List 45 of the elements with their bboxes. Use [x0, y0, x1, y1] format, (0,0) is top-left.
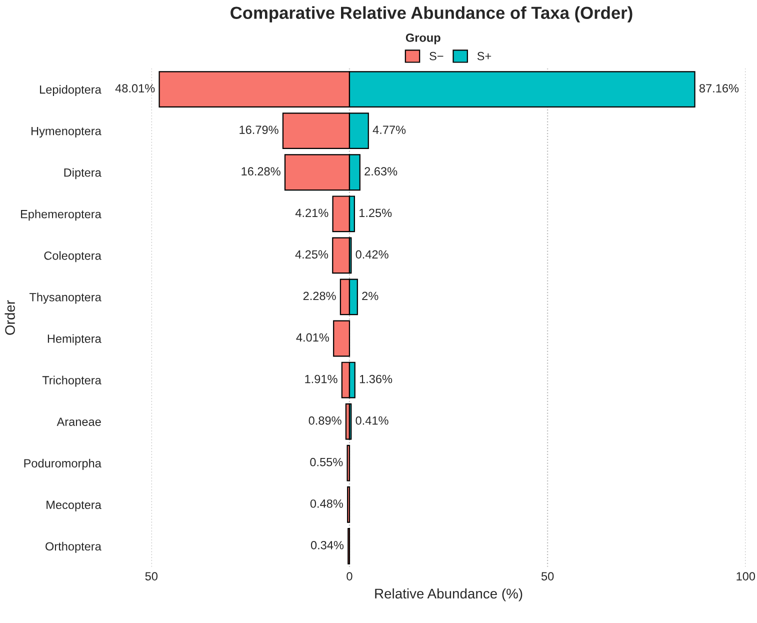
- chart-title: Comparative Relative Abundance of Taxa (Order): [230, 6, 632, 22]
- x-tick-label: 50: [145, 572, 158, 580]
- legend-label: S−: [430, 52, 444, 60]
- data-label: 2.28%: [303, 292, 336, 300]
- y-tick-label: Hemiptera: [48, 334, 102, 346]
- data-label: 4.25%: [295, 250, 328, 259]
- data-label: 1.25%: [360, 208, 392, 218]
- y-tick-label: Lepidoptera: [40, 85, 102, 96]
- y-tick-label: Mecoptera: [46, 500, 102, 512]
- y-tick-label: Araneae: [56, 418, 101, 426]
- bar: [333, 320, 350, 357]
- data-label: 16.28%: [242, 167, 280, 176]
- y-tick-label: Trichoptera: [42, 376, 102, 387]
- data-label: 0.41%: [356, 416, 388, 425]
- data-label: 4.77%: [372, 126, 406, 134]
- x-tick-label: 100: [736, 572, 756, 580]
- y-tick-label: Diptera: [64, 168, 102, 180]
- data-label: 1.36%: [360, 374, 392, 384]
- data-label: 0.48%: [310, 499, 343, 508]
- y-tick-label: Orthoptera: [46, 542, 102, 553]
- y-tick-label: Thysanoptera: [29, 292, 102, 304]
- data-label: 4.01%: [296, 333, 330, 342]
- y-tick-label: Hymenoptera: [32, 126, 102, 138]
- data-label: 87.16%: [699, 84, 739, 92]
- x-axis-title: Relative Abundance (%): [375, 588, 522, 602]
- y-tick-label: Ephemeroptera: [21, 210, 102, 221]
- x-tick-label: 0: [346, 572, 352, 580]
- data-label: 0.89%: [308, 416, 342, 425]
- legend-title: Group: [406, 34, 440, 44]
- data-label: 1.91%: [305, 374, 338, 384]
- data-label: 0.34%: [310, 540, 344, 550]
- x-tick-label: 50: [541, 572, 554, 580]
- bar: [332, 237, 350, 274]
- data-label: 48.01%: [115, 84, 155, 92]
- data-label: 0.42%: [356, 250, 388, 259]
- y-tick-label: Coleoptera: [44, 251, 102, 262]
- data-label: 2%: [362, 292, 378, 300]
- data-label: 0.55%: [310, 458, 343, 466]
- data-label: 4.21%: [295, 208, 328, 218]
- data-label: 16.79%: [240, 126, 278, 134]
- y-tick-label: Poduromorpha: [24, 458, 102, 470]
- legend-label: S+: [477, 52, 492, 60]
- bar: [346, 444, 350, 482]
- data-label: 2.63%: [364, 167, 398, 176]
- y-axis-title: Order: [4, 300, 15, 335]
